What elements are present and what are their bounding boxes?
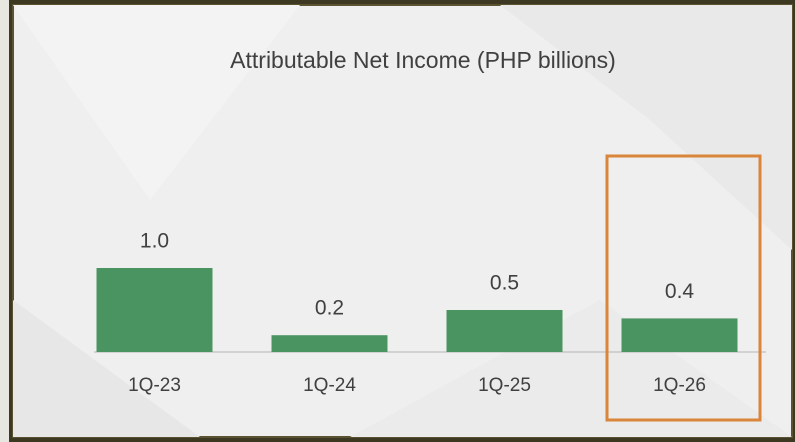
value-label: 0.4 bbox=[665, 280, 695, 303]
bg-shape bbox=[350, 300, 792, 437]
x-tick-label: 1Q-26 bbox=[653, 375, 706, 396]
left-strip bbox=[0, 0, 9, 442]
x-tick-label: 1Q-23 bbox=[128, 375, 181, 396]
value-label: 0.5 bbox=[490, 272, 519, 295]
x-tick-label: 1Q-24 bbox=[303, 375, 356, 396]
x-tick-label: 1Q-25 bbox=[478, 375, 531, 396]
value-label: 0.2 bbox=[315, 297, 344, 320]
bar bbox=[96, 268, 213, 352]
bar bbox=[271, 335, 388, 352]
chart-title: Attributable Net Income (PHP billions) bbox=[230, 47, 616, 73]
bg-shape bbox=[13, 5, 300, 200]
bg-shape bbox=[500, 5, 792, 250]
bar bbox=[621, 318, 738, 352]
highlight-box bbox=[605, 154, 762, 422]
value-label: 1.0 bbox=[140, 230, 169, 253]
bar bbox=[446, 310, 563, 352]
bg-shape bbox=[13, 300, 200, 437]
